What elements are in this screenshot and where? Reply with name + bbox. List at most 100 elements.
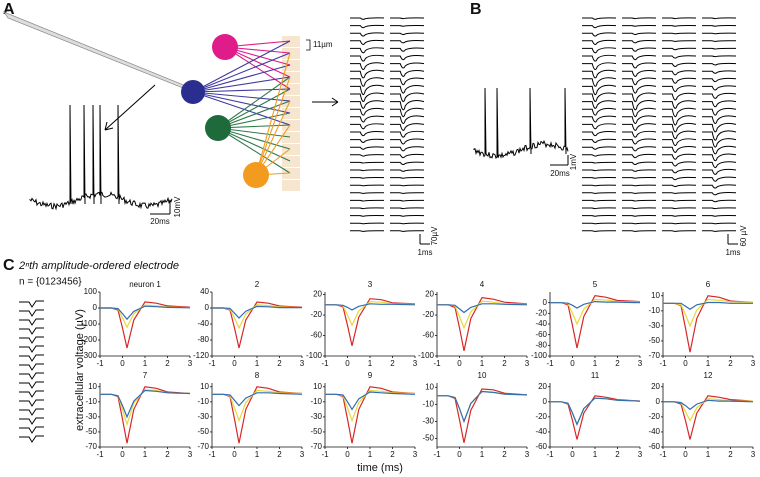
y-tick-label: -40 xyxy=(535,427,547,436)
waveform xyxy=(19,300,44,308)
waveform xyxy=(622,32,657,36)
waveform xyxy=(350,192,385,194)
x-tick-label: 2 xyxy=(277,359,282,368)
waveform xyxy=(622,25,657,27)
waveform xyxy=(390,40,425,44)
y-tick-label: -100 xyxy=(531,351,548,360)
axis xyxy=(549,383,640,448)
x-tick-label: 3 xyxy=(413,450,418,459)
y-tick-label: -10 xyxy=(422,399,434,408)
waveform xyxy=(702,40,737,42)
y-tick-label: 20 xyxy=(538,382,547,391)
x-tick-label: 3 xyxy=(751,450,756,459)
waveform-line xyxy=(212,305,302,319)
y-tick-label: 0 xyxy=(93,303,98,312)
y-tick-label: -70 xyxy=(85,442,97,451)
waveform xyxy=(390,169,425,172)
waveform xyxy=(622,40,657,44)
waveform xyxy=(622,177,657,179)
waveform xyxy=(350,177,385,179)
waveform xyxy=(582,177,617,179)
subplot-title: 9 xyxy=(368,371,373,380)
waveform xyxy=(662,107,697,118)
x-tick-label: -1 xyxy=(433,450,441,459)
electrode xyxy=(282,84,300,95)
waveform xyxy=(582,92,617,102)
waveform xyxy=(390,215,425,217)
waveform xyxy=(350,222,385,225)
x-tick-label: 1 xyxy=(255,359,260,368)
waveform xyxy=(662,207,697,210)
waveform xyxy=(622,138,657,145)
waveform-line xyxy=(437,388,528,443)
waveform xyxy=(622,77,657,86)
waveform-line xyxy=(325,303,416,311)
waveform xyxy=(582,115,617,123)
x-tick-label: 2 xyxy=(277,450,282,459)
waveform xyxy=(390,123,425,131)
scale-bracket xyxy=(306,39,311,51)
waveform xyxy=(350,100,385,109)
y-tick-label: 20 xyxy=(313,290,322,299)
x-tick-label: 0 xyxy=(345,359,350,368)
waveform xyxy=(390,17,425,20)
waveform xyxy=(622,47,657,52)
waveform xyxy=(582,215,617,217)
connections xyxy=(192,40,291,176)
subplot-title: 12 xyxy=(704,371,713,380)
y-tick-label: -50 xyxy=(310,427,322,436)
x-tick-label: -1 xyxy=(659,359,667,368)
waveform-line xyxy=(325,298,416,346)
subplot-title: 10 xyxy=(478,371,487,380)
y-tick-label: -30 xyxy=(197,412,209,421)
neuron xyxy=(205,115,231,141)
y-tick-label: -40 xyxy=(535,319,547,328)
scale-label: 60 µV xyxy=(739,225,748,247)
y-tick-label: -10 xyxy=(85,397,97,406)
waveform xyxy=(390,153,425,159)
waveform xyxy=(350,215,385,217)
waveform xyxy=(582,100,617,109)
x-tick-label: 2 xyxy=(615,359,620,368)
y-tick-label: -40 xyxy=(197,319,209,328)
waveform xyxy=(582,138,617,143)
electrode xyxy=(282,96,300,107)
y-tick-label: -60 xyxy=(310,331,322,340)
x-tick-label: 0 xyxy=(120,450,125,459)
waveform xyxy=(622,199,657,202)
waveform xyxy=(19,435,44,443)
waveform-line xyxy=(663,399,754,411)
waveform xyxy=(702,153,737,162)
x-tick-label: 2 xyxy=(502,450,507,459)
waveform xyxy=(390,100,425,111)
electrode xyxy=(282,132,300,143)
x-tick-label: 1 xyxy=(706,359,711,368)
electrode xyxy=(282,120,300,131)
y-tick-label: -20 xyxy=(310,310,322,319)
x-tick-label: 0 xyxy=(570,450,575,459)
x-tick-label: 1 xyxy=(480,450,485,459)
waveform xyxy=(390,77,425,86)
waveform xyxy=(350,146,385,150)
x-tick-label: 3 xyxy=(525,450,530,459)
x-tick-label: -1 xyxy=(208,359,216,368)
waveform xyxy=(19,318,44,326)
waveform xyxy=(622,55,657,61)
waveform xyxy=(350,199,385,202)
waveform xyxy=(350,24,385,29)
waveform xyxy=(350,230,385,232)
scale-label: 70µV xyxy=(430,226,439,246)
waveform xyxy=(702,176,737,182)
electrode xyxy=(282,144,300,155)
x-tick-label: -1 xyxy=(659,450,667,459)
waveform xyxy=(582,154,617,157)
y-tick-label: -50 xyxy=(197,427,209,436)
waveform xyxy=(390,130,425,138)
y-tick-label: -80 xyxy=(535,340,547,349)
waveform xyxy=(582,192,617,194)
arrow xyxy=(104,84,156,131)
y-tick-label: -20 xyxy=(535,308,547,317)
waveform xyxy=(390,184,425,187)
waveform xyxy=(662,40,697,42)
waveform xyxy=(662,130,697,140)
